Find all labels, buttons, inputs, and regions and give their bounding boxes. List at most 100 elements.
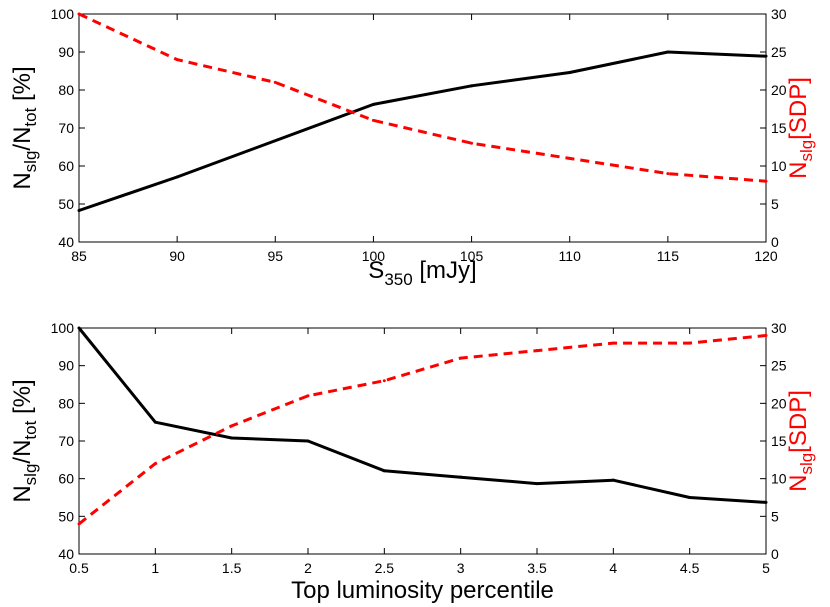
label-part: /N [9,440,36,464]
y-left-tick-label: 90 [58,358,74,374]
series-line-count [78,12,767,183]
label-subscript: slg [797,453,816,475]
data-point-fraction [611,478,615,482]
label-part: S [368,257,384,284]
x-tick-label: 5 [762,560,770,576]
data-point-count [77,12,81,16]
label-part: [%] [9,379,36,420]
data-point-count [230,424,234,428]
data-point-count [611,341,615,345]
y-left-tick-label: 90 [58,44,74,60]
y-right-tick-label: 5 [771,508,779,524]
x-tick-label: 0.5 [69,560,89,576]
x-tick-label: 105 [460,248,484,264]
plot-frame [78,13,767,243]
data-point-fraction [306,439,310,443]
data-point-count [273,80,277,84]
data-point-count [535,349,539,353]
x-tick-label: 4 [609,560,617,576]
x-tick-label: 3 [457,560,465,576]
data-point-fraction [175,175,179,179]
label-subscript: tot [21,107,40,126]
data-point-fraction [230,436,234,440]
data-point-fraction [568,71,572,75]
data-point-fraction [77,326,81,330]
data-point-fraction [459,475,463,479]
y-right-tick-label: 20 [771,395,787,411]
label-part: [mJy] [413,257,477,284]
data-point-fraction [764,500,768,504]
label-part: N [9,485,36,502]
y-left-tick-label: 60 [58,158,74,174]
data-point-fraction [764,54,768,58]
data-point-fraction [153,420,157,424]
data-point-count [470,141,474,145]
label-part: [SDP] [785,390,812,453]
data-point-count [688,341,692,345]
y-left-tick-label: 60 [58,471,74,487]
data-point-fraction [77,208,81,212]
data-point-fraction [535,482,539,486]
x-axis-label: S350 [mJy] [368,257,476,289]
y-left-tick-label: 70 [58,433,74,449]
x-tick-label: 90 [169,248,185,264]
data-point-count [153,462,157,466]
label-subscript: tot [21,420,40,439]
label-subscript: slg [797,140,816,162]
y-left-tick-label: 40 [58,234,74,250]
data-point-fraction [688,496,692,499]
y-right-axis-label: Nslg[SDP] [785,77,816,179]
y-left-tick-label: 50 [58,508,74,524]
y-right-tick-label: 25 [771,358,787,374]
label-part: [%] [9,66,36,107]
x-tick-label: 85 [71,248,87,264]
y-right-tick-label: 25 [771,44,787,60]
x-tick-label: 120 [754,248,778,264]
y-left-tick-label: 80 [58,82,74,98]
x-tick-label: 4.5 [680,560,700,576]
x-tick-label: 95 [267,248,283,264]
data-point-count [382,379,386,383]
data-point-fraction [382,469,386,473]
plot-frame [78,327,767,555]
y-left-axis-label: Nslg/Ntot [%] [9,379,40,502]
chart-panel-2: 0.5 1 1.5 2 2.5 3 3.5 4 4.5 540506070809010005101… [9,320,816,604]
label-part: N [785,162,812,179]
data-point-count [77,522,81,526]
y-left-tick-label: 50 [58,196,74,212]
y-left-axis-label: Nslg/Ntot [%] [9,66,40,189]
y-left-tick-label: 70 [58,120,74,136]
y-left-tick-label: 40 [58,546,74,562]
y-right-tick-label: 20 [771,82,787,98]
y-right-tick-label: 0 [771,546,779,562]
data-point-count [764,334,768,338]
label-subscript: 350 [384,270,412,289]
y-left-tick-label: 100 [51,6,75,22]
x-tick-label: 3.5 [527,560,547,576]
x-axis-label: Top luminosity percentile [291,577,554,604]
y-right-tick-label: 15 [771,120,787,136]
y-right-tick-label: 15 [771,433,787,449]
label-part: [SDP] [785,77,812,140]
data-point-count [175,58,179,62]
data-point-count [764,179,768,183]
series-line-count [78,334,767,526]
data-point-fraction [470,84,474,88]
label-part: N [9,172,36,189]
data-point-fraction [666,50,670,54]
y-right-tick-label: 5 [771,196,779,212]
y-right-tick-label: 30 [771,320,787,336]
label-part: /N [9,127,36,151]
x-tick-label: 2 [304,560,312,576]
x-tick-label: 1.5 [222,560,242,576]
y-right-tick-label: 10 [771,158,787,174]
data-point-count [568,156,572,160]
x-tick-label: 2.5 [375,560,395,576]
x-tick-label: 115 [657,248,680,264]
label-subscript: slg [21,151,40,173]
x-tick-label: 110 [559,248,582,264]
series-line-fraction [77,327,767,504]
y-right-axis-label: Nslg[SDP] [785,390,816,492]
x-tick-label: 100 [362,248,386,264]
